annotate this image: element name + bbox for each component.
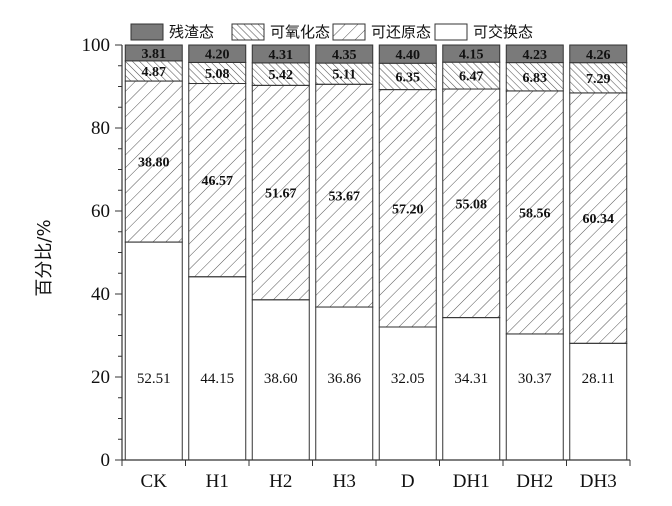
bar-segment-dh2-0 (505, 333, 564, 461)
data-label-d-1: 57.20 (392, 202, 424, 217)
bar-segment-dh1-2 (442, 61, 501, 90)
y-tick-label: 60 (91, 201, 110, 222)
bar-segment-dh3-2 (569, 62, 628, 94)
data-label-d-2: 6.35 (396, 70, 421, 85)
data-label-dh3-2: 7.29 (586, 72, 611, 87)
legend-label: 可交换态 (473, 23, 533, 41)
data-label-h2-3: 4.31 (269, 48, 294, 63)
x-tick-label-h2: H2 (269, 471, 292, 492)
data-label-h2-2: 5.42 (269, 68, 294, 83)
bar-stack-h1: 44.15 46.57 5.08 4.20 (188, 44, 247, 461)
legend-item-2: 可还原态 (332, 23, 431, 41)
data-label-d-0: 32.05 (391, 371, 425, 387)
data-label-h3-0: 36.86 (327, 371, 361, 387)
x-tick-label-d: D (401, 471, 415, 492)
y-tick-label: 40 (91, 284, 110, 305)
data-label-dh3-0: 28.11 (582, 371, 615, 387)
y-tick-label: 20 (91, 367, 110, 388)
y-tick-label: 100 (82, 35, 111, 56)
axes-group: 0 20 40 60 80 100 CK H1 H2 H3 D DH1 DH2 DH3 (82, 35, 631, 492)
x-tick-label-dh2: DH2 (516, 471, 553, 492)
legend: 残渣态 可氧化态 可还原态 可交换态 (130, 23, 533, 41)
data-label-ck-3: 3.81 (142, 47, 167, 62)
bar-segment-h3-1 (315, 83, 374, 308)
bar-stack-h2: 38.60 51.67 5.42 4.31 (251, 44, 310, 461)
x-tick-label-h3: H3 (333, 471, 356, 492)
bar-segment-ck-1 (124, 80, 183, 243)
y-axis-label: 百分比/% (34, 219, 55, 296)
data-label-h3-1: 53.67 (329, 190, 361, 205)
data-label-h1-3: 4.20 (205, 48, 230, 63)
bar-segment-h3-3 (315, 44, 374, 64)
data-label-dh3-1: 60.34 (583, 212, 615, 227)
bar-segment-dh3-3 (569, 44, 628, 64)
legend-item-0: 残渣态 (130, 23, 214, 41)
bar-stack-dh2: 30.37 58.56 6.83 4.23 (505, 44, 564, 461)
bar-segment-h1-1 (188, 83, 247, 278)
data-label-h3-3: 4.35 (332, 48, 357, 63)
data-label-dh1-3: 4.15 (459, 48, 484, 63)
bar-segment-d-3 (378, 44, 437, 64)
data-label-dh2-2: 6.83 (523, 71, 548, 86)
bar-segment-dh2-3 (505, 44, 564, 64)
data-label-dh2-1: 58.56 (519, 206, 551, 221)
y-tick-label: 80 (91, 118, 110, 139)
bar-stack-dh1: 34.31 55.08 6.47 4.15 (442, 44, 501, 461)
bar-segment-ck-3 (124, 44, 183, 62)
legend-label: 可氧化态 (270, 23, 330, 41)
x-tick-label-h1: H1 (206, 471, 229, 492)
bar-segment-h2-3 (251, 44, 310, 64)
x-tick-label-dh1: DH1 (453, 471, 490, 492)
data-label-dh1-2: 6.47 (459, 70, 484, 85)
legend-item-3: 可交换态 (434, 23, 533, 41)
data-label-h3-2: 5.11 (332, 68, 356, 83)
legend-swatch (130, 23, 164, 41)
bar-stack-ck: 52.51 38.80 4.87 3.81 (124, 44, 183, 461)
bar-segment-dh1-0 (442, 317, 501, 461)
bar-stack-d: 32.05 57.20 6.35 4.40 (378, 44, 437, 461)
bar-segment-d-0 (378, 326, 437, 461)
bar-segment-dh3-0 (569, 342, 628, 461)
bar-stack-h3: 36.86 53.67 5.11 4.35 (315, 44, 374, 461)
x-tick-label-dh3: DH3 (580, 471, 617, 492)
x-tick-label-ck: CK (141, 471, 168, 492)
data-label-dh2-0: 30.37 (518, 371, 552, 387)
data-label-ck-0: 52.51 (137, 371, 171, 387)
data-label-d-3: 4.40 (396, 48, 421, 63)
bars-group: 52.51 38.80 4.87 3.81 44.15 46.57 5.08 4.20 38.6… (124, 44, 628, 461)
data-label-ck-1: 38.80 (138, 156, 170, 171)
data-label-dh1-0: 34.31 (454, 371, 488, 387)
legend-swatch (231, 23, 265, 41)
legend-label: 残渣态 (169, 23, 214, 41)
bar-segment-dh2-2 (505, 62, 564, 92)
bar-segment-h1-3 (188, 44, 247, 63)
data-label-dh1-1: 55.08 (456, 197, 488, 212)
data-label-ck-2: 4.87 (142, 65, 167, 80)
bar-segment-dh3-1 (569, 92, 628, 344)
data-label-h1-2: 5.08 (205, 67, 230, 82)
data-label-dh3-3: 4.26 (586, 48, 611, 63)
legend-swatch (434, 23, 468, 41)
bar-segment-d-1 (378, 89, 437, 328)
bar-segment-dh2-1 (505, 90, 564, 335)
data-label-h1-1: 46.57 (202, 174, 234, 189)
legend-label: 可还原态 (371, 23, 431, 41)
data-label-h2-1: 51.67 (265, 187, 297, 202)
bar-segment-h1-0 (188, 276, 247, 461)
legend-item-1: 可氧化态 (231, 23, 330, 41)
data-label-h2-0: 38.60 (264, 371, 298, 387)
legend-swatch (332, 23, 366, 41)
bar-segment-ck-0 (124, 241, 183, 461)
bar-segment-h3-0 (315, 306, 374, 461)
bar-segment-dh1-3 (442, 44, 501, 63)
data-label-h1-0: 44.15 (200, 371, 234, 387)
bar-segment-dh1-1 (442, 88, 501, 319)
bar-segment-d-2 (378, 62, 437, 91)
y-tick-label: 0 (101, 450, 111, 471)
bar-stack-dh3: 28.11 60.34 7.29 4.26 (569, 44, 628, 461)
data-label-dh2-3: 4.23 (523, 48, 548, 63)
